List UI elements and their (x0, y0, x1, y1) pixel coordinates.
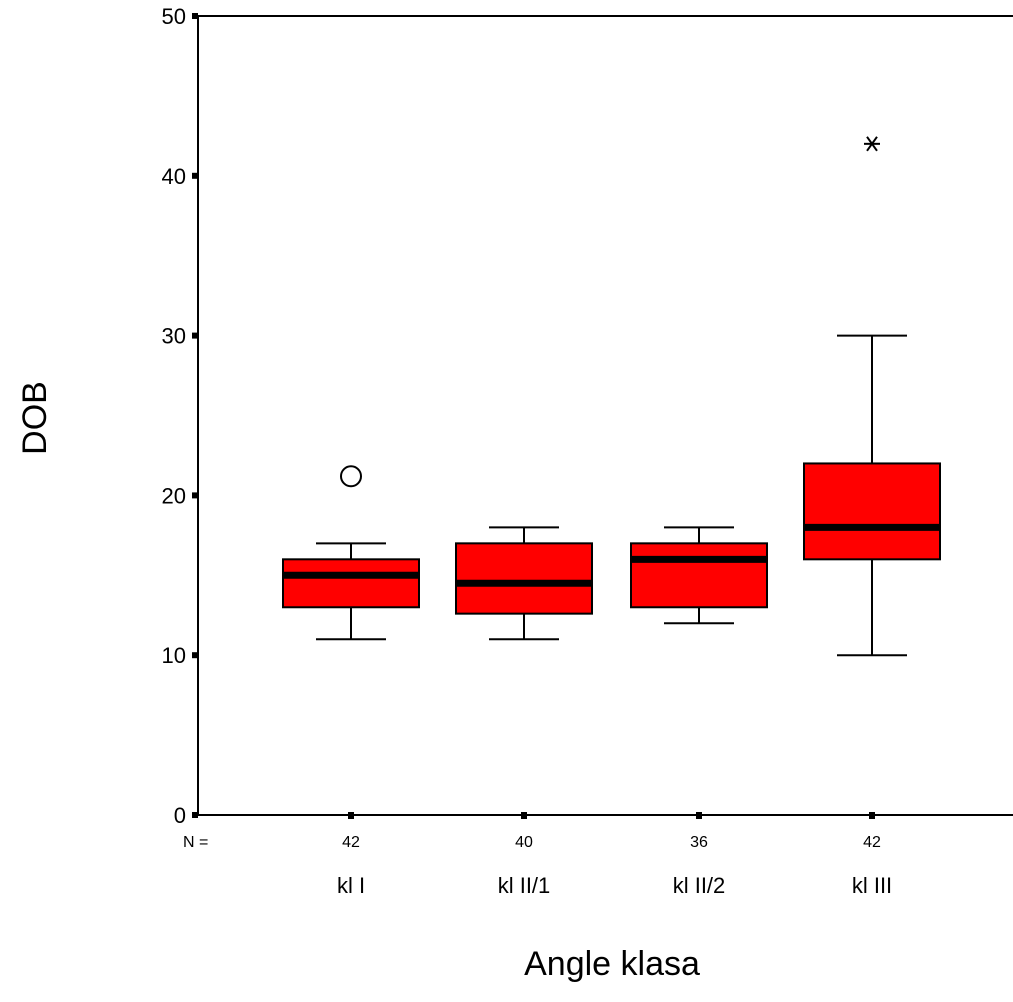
box-group (282, 465, 420, 641)
n-prefix-label: N = (183, 834, 208, 851)
y-tick-label: 0 (174, 803, 186, 828)
n-count-label: 42 (342, 834, 360, 851)
n-count-label: 42 (863, 834, 881, 851)
plot-frame (197, 15, 1013, 816)
box (455, 542, 593, 615)
y-axis-title: DOB (16, 381, 54, 455)
y-tick-mark (192, 13, 198, 19)
y-tick-label: 30 (162, 324, 186, 349)
x-tick-mark (521, 812, 527, 819)
x-tick-mark (869, 812, 875, 819)
y-tick-mark (192, 812, 198, 818)
box-group (455, 526, 593, 641)
box (803, 462, 941, 561)
x-tick-mark (348, 812, 354, 819)
category-label: kl III (852, 873, 892, 898)
category-label: kl I (337, 873, 365, 898)
y-axis: 0 10 20 30 40 50 (162, 4, 198, 828)
y-tick-label: 50 (162, 4, 186, 29)
y-tick-label: 10 (162, 643, 186, 668)
box-group (803, 136, 941, 657)
n-count-label: 36 (690, 834, 708, 851)
boxes (282, 136, 941, 657)
box-group (630, 526, 768, 625)
y-tick-mark (192, 172, 198, 179)
x-axis: N = 42 kl I 40 kl II/1 36 kl II/2 42 kl III (183, 812, 892, 898)
box (282, 558, 420, 609)
y-tick-label: 20 (162, 483, 186, 508)
outlier-point (340, 465, 362, 488)
x-axis-title: Angle klasa (524, 945, 700, 983)
category-label: kl II/1 (498, 873, 551, 898)
x-tick-mark (696, 812, 702, 819)
y-tick-mark (192, 492, 198, 499)
n-count-label: 40 (515, 834, 533, 851)
box (630, 542, 768, 609)
y-tick-mark (192, 332, 198, 339)
y-tick-mark (192, 652, 198, 659)
category-label: kl II/2 (673, 873, 726, 898)
y-tick-label: 40 (162, 164, 186, 189)
extreme-point (864, 136, 880, 152)
